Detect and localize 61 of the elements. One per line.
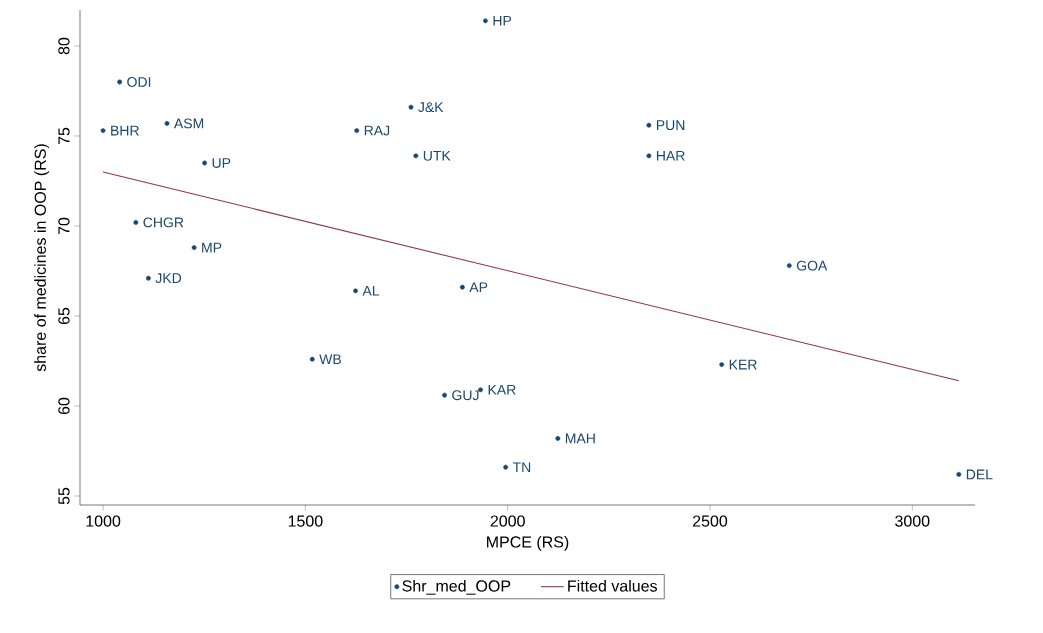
annotation: MAH — [565, 433, 595, 444]
y-tick-label: 65 — [58, 307, 70, 325]
y-tick-label: 80 — [58, 37, 70, 55]
annotation: ASM — [173, 118, 204, 129]
y-tick-label: 70 — [58, 217, 70, 235]
point — [956, 472, 962, 477]
point — [117, 79, 123, 85]
y-axis-title: share of medicines in OOP (RS) — [34, 144, 50, 372]
point — [646, 153, 652, 159]
annotation: HP — [493, 15, 512, 26]
y-tick-label: 60 — [58, 397, 70, 415]
x-tick-label: 3000 — [895, 515, 930, 527]
point — [646, 122, 652, 128]
point — [354, 128, 360, 133]
annotation: JKD — [155, 273, 182, 284]
point — [133, 219, 139, 225]
y-tick-label: 55 — [58, 487, 70, 505]
x-tick-label: 2500 — [692, 515, 728, 527]
point — [555, 436, 561, 441]
y-tick-label: 75 — [58, 127, 70, 145]
annotation: TN — [512, 462, 531, 473]
point — [442, 392, 447, 398]
legend-label: Shr_med_OOP — [402, 579, 511, 595]
point — [408, 104, 414, 110]
point — [413, 153, 419, 159]
annotation: BHR — [111, 125, 139, 136]
annotation: GOA — [796, 260, 828, 271]
annotation: RAJ — [364, 125, 390, 136]
point — [164, 120, 170, 126]
point — [503, 464, 509, 470]
x-axis-title: MPCE (RS) — [487, 535, 569, 551]
point — [191, 245, 197, 250]
annotation: DEL — [966, 469, 993, 480]
annotation: UTK — [423, 150, 451, 161]
legend-label: Fitted values — [568, 579, 657, 592]
annotation: MP — [202, 242, 222, 253]
annotation: J&K — [418, 102, 444, 113]
annotation: WB — [319, 354, 341, 365]
point — [719, 362, 725, 367]
point — [786, 263, 792, 268]
annotation: UP — [212, 158, 231, 168]
point — [459, 284, 465, 290]
point — [353, 288, 358, 294]
annotation: AL — [362, 286, 380, 296]
annotation: HAR — [656, 150, 685, 161]
annotation: PUN — [656, 120, 685, 131]
annotation: AP — [469, 282, 488, 293]
annotation: KER — [729, 359, 757, 370]
point — [483, 18, 488, 24]
point — [100, 128, 106, 133]
point — [309, 356, 315, 362]
x-tick-label: 2000 — [490, 515, 525, 527]
annotation: KAR — [488, 385, 516, 395]
x-tick-label: 1500 — [288, 515, 323, 527]
annotation: ODI — [127, 77, 151, 87]
annotation: GUJ — [452, 390, 479, 401]
point — [478, 387, 483, 393]
x-tick-label: 1000 — [86, 515, 121, 527]
point — [202, 160, 208, 166]
annotation: CHGR — [143, 217, 184, 228]
point — [145, 275, 151, 281]
